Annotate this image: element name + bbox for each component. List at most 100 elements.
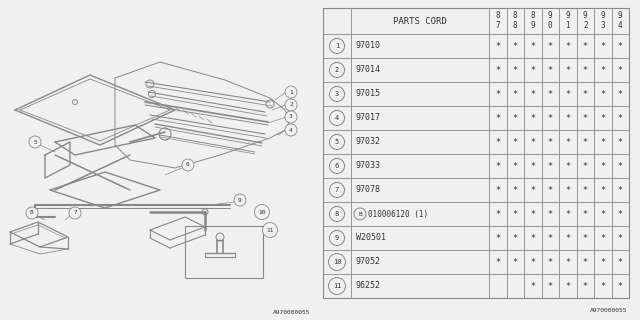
Text: *: *	[513, 234, 518, 243]
Text: W20501: W20501	[356, 234, 386, 243]
Text: *: *	[531, 234, 535, 243]
Text: *: *	[495, 138, 500, 147]
Text: 96252: 96252	[356, 282, 381, 291]
Text: *: *	[583, 42, 588, 51]
Circle shape	[285, 86, 297, 98]
Circle shape	[285, 111, 297, 123]
Text: 9: 9	[531, 21, 535, 30]
Text: *: *	[548, 282, 553, 291]
Text: 8: 8	[335, 211, 339, 217]
Text: 2: 2	[289, 102, 293, 108]
Text: 7: 7	[73, 211, 77, 215]
Text: *: *	[548, 90, 553, 99]
Circle shape	[29, 136, 41, 148]
Text: *: *	[618, 162, 623, 171]
Text: *: *	[583, 162, 588, 171]
Text: 1: 1	[289, 90, 293, 94]
Text: A970000055: A970000055	[273, 310, 310, 315]
Text: 11: 11	[333, 283, 341, 289]
Text: *: *	[565, 234, 570, 243]
Text: 4: 4	[618, 21, 623, 30]
Text: 3: 3	[289, 115, 293, 119]
Text: 1: 1	[565, 21, 570, 30]
Text: 9: 9	[565, 12, 570, 20]
Text: *: *	[618, 186, 623, 195]
Text: 8: 8	[30, 211, 34, 215]
Text: *: *	[495, 66, 500, 75]
Text: 8: 8	[531, 12, 535, 20]
Text: *: *	[548, 186, 553, 195]
Text: *: *	[531, 162, 535, 171]
Circle shape	[285, 99, 297, 111]
Text: *: *	[531, 258, 535, 267]
Text: *: *	[618, 258, 623, 267]
Text: 4: 4	[289, 127, 293, 132]
Text: 8: 8	[495, 12, 500, 20]
Text: *: *	[565, 42, 570, 51]
Text: *: *	[565, 258, 570, 267]
Text: *: *	[600, 138, 605, 147]
Text: *: *	[513, 162, 518, 171]
Text: 3: 3	[600, 21, 605, 30]
Text: *: *	[495, 42, 500, 51]
Text: *: *	[618, 282, 623, 291]
Text: 97032: 97032	[356, 138, 381, 147]
Text: 1: 1	[335, 43, 339, 49]
Text: *: *	[513, 138, 518, 147]
Text: *: *	[565, 282, 570, 291]
Text: *: *	[531, 282, 535, 291]
Text: *: *	[583, 258, 588, 267]
Text: *: *	[583, 66, 588, 75]
Text: 4: 4	[335, 115, 339, 121]
Text: *: *	[618, 234, 623, 243]
Text: *: *	[531, 42, 535, 51]
Text: *: *	[513, 186, 518, 195]
Text: 9: 9	[600, 12, 605, 20]
Text: *: *	[565, 114, 570, 123]
Text: 7: 7	[335, 187, 339, 193]
Text: *: *	[583, 210, 588, 219]
Text: *: *	[548, 42, 553, 51]
Text: *: *	[565, 162, 570, 171]
Text: *: *	[531, 90, 535, 99]
Text: 97033: 97033	[356, 162, 381, 171]
Text: *: *	[600, 282, 605, 291]
Text: *: *	[618, 42, 623, 51]
Text: 3: 3	[335, 91, 339, 97]
Text: *: *	[495, 234, 500, 243]
Text: *: *	[618, 114, 623, 123]
Text: *: *	[531, 114, 535, 123]
Text: *: *	[618, 138, 623, 147]
Text: 97015: 97015	[356, 90, 381, 99]
Text: *: *	[565, 66, 570, 75]
Text: *: *	[600, 90, 605, 99]
Text: *: *	[618, 90, 623, 99]
Text: *: *	[583, 138, 588, 147]
Text: 6: 6	[186, 163, 190, 167]
Text: *: *	[565, 186, 570, 195]
Text: *: *	[618, 210, 623, 219]
Text: A970000055: A970000055	[589, 308, 627, 313]
Text: *: *	[618, 66, 623, 75]
Text: *: *	[600, 210, 605, 219]
Text: *: *	[600, 162, 605, 171]
Text: *: *	[531, 138, 535, 147]
Text: PARTS CORD: PARTS CORD	[393, 17, 447, 26]
Text: 010006120 (1): 010006120 (1)	[368, 210, 428, 219]
Bar	[185, 226, 263, 278]
Text: 97078: 97078	[356, 186, 381, 195]
Text: 9: 9	[238, 197, 242, 203]
Text: 97017: 97017	[356, 114, 381, 123]
Circle shape	[182, 159, 194, 171]
Text: *: *	[583, 282, 588, 291]
Text: 10: 10	[333, 259, 341, 265]
Text: 9: 9	[548, 12, 552, 20]
Text: 5: 5	[335, 139, 339, 145]
Text: *: *	[495, 162, 500, 171]
Text: 2: 2	[583, 21, 588, 30]
Text: 6: 6	[335, 163, 339, 169]
Text: *: *	[513, 90, 518, 99]
Text: *: *	[495, 90, 500, 99]
Circle shape	[69, 207, 81, 219]
Text: 9: 9	[618, 12, 623, 20]
